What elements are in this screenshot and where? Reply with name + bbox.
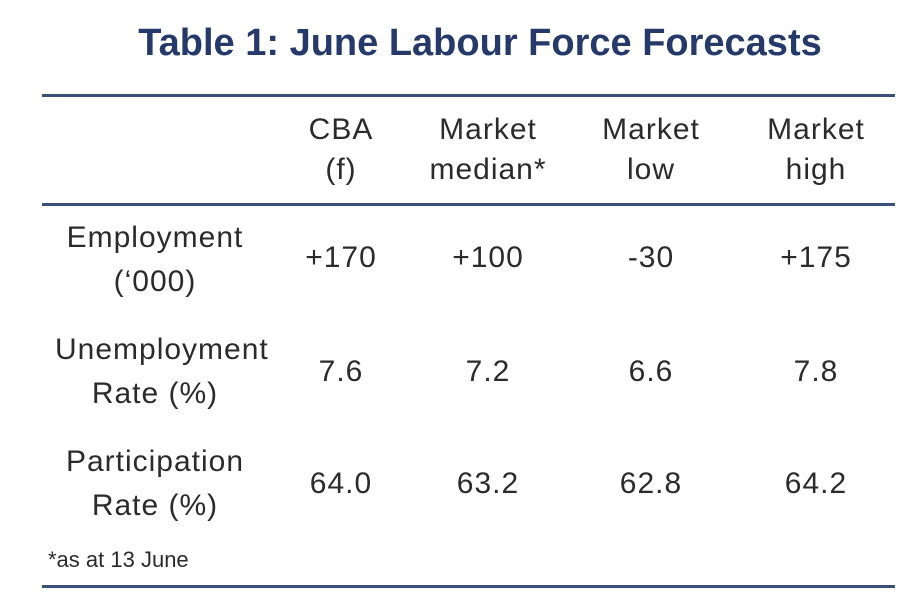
row-label: Employment bbox=[66, 221, 244, 254]
column-header: median* bbox=[429, 153, 547, 186]
cell: +175 bbox=[780, 241, 852, 274]
cell: -30 bbox=[627, 241, 675, 274]
row-label: Participation bbox=[65, 445, 245, 478]
header-rule bbox=[42, 203, 895, 206]
column-header: Market bbox=[439, 113, 537, 146]
column-header: low bbox=[626, 153, 675, 186]
cell: +170 bbox=[305, 241, 377, 274]
cell: 7.2 bbox=[465, 355, 511, 388]
cell: +100 bbox=[452, 241, 524, 274]
column-header: Market bbox=[602, 113, 700, 146]
column-header: high bbox=[785, 153, 847, 186]
top-rule bbox=[42, 94, 895, 97]
cell: 6.6 bbox=[628, 355, 674, 388]
cell: 7.6 bbox=[318, 355, 364, 388]
row-label: Rate (%) bbox=[91, 377, 219, 410]
cell: 62.8 bbox=[619, 467, 683, 500]
cell: 7.8 bbox=[793, 355, 839, 388]
column-header: CBA bbox=[308, 113, 374, 146]
footnote: *as at 13 June bbox=[48, 547, 189, 572]
row-label: Unemployment bbox=[55, 333, 269, 366]
cell: 63.2 bbox=[456, 467, 520, 500]
bottom-rule bbox=[42, 585, 895, 588]
row-label: (‘000) bbox=[113, 265, 197, 298]
column-header: Market bbox=[767, 113, 865, 146]
title: Table 1: June Labour Force Forecasts bbox=[138, 22, 822, 64]
row-label: Rate (%) bbox=[91, 489, 219, 522]
column-header: (f) bbox=[325, 153, 357, 186]
cell: 64.0 bbox=[309, 467, 373, 500]
cell: 64.2 bbox=[784, 467, 848, 500]
